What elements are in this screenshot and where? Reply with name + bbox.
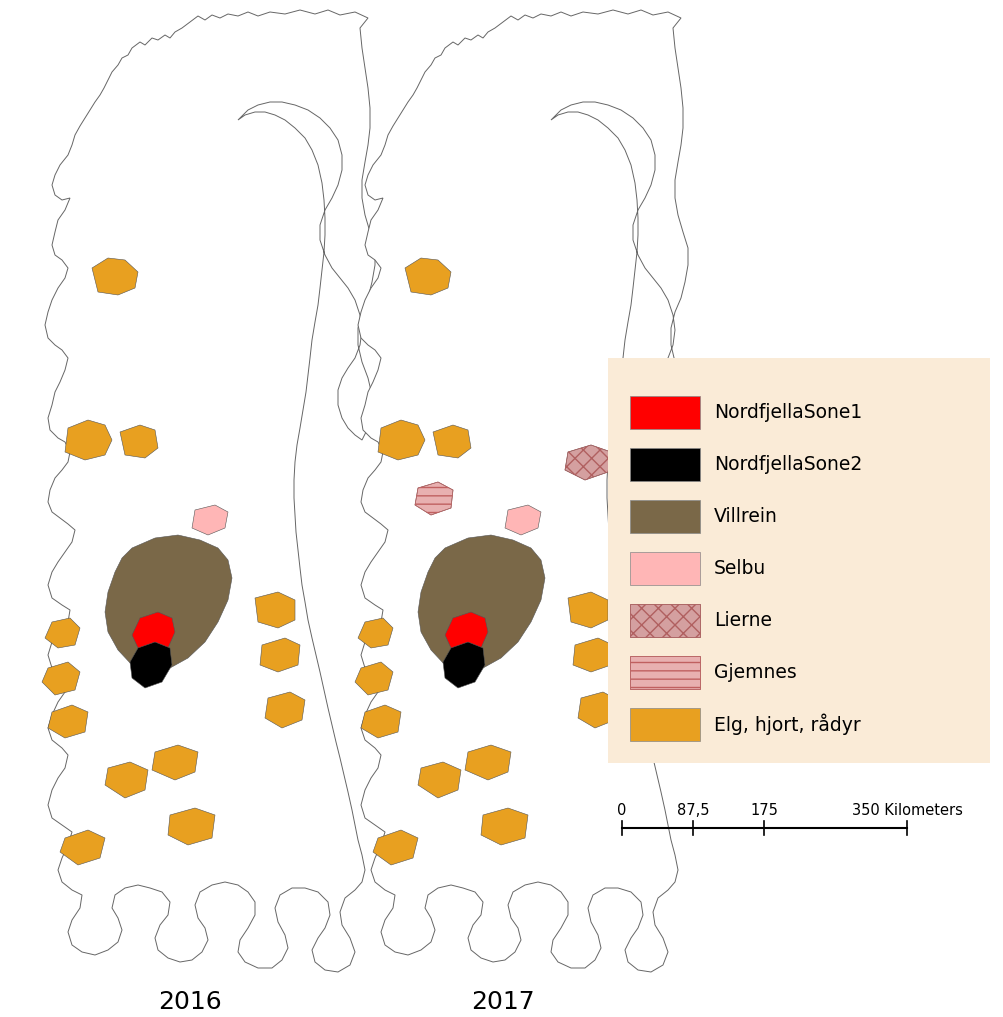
Text: Gjemnes: Gjemnes (713, 663, 796, 682)
Polygon shape (361, 705, 400, 738)
Bar (629, 396, 699, 429)
Text: NordfjellaSone1: NordfjellaSone1 (713, 403, 862, 422)
Polygon shape (565, 445, 611, 480)
Text: 87,5: 87,5 (676, 803, 709, 818)
Polygon shape (255, 592, 295, 629)
Bar (629, 604, 699, 637)
Polygon shape (578, 692, 618, 728)
Polygon shape (358, 618, 392, 648)
Text: 175: 175 (750, 803, 777, 818)
Polygon shape (377, 420, 424, 460)
Text: Villrein: Villrein (713, 507, 777, 526)
Polygon shape (417, 762, 460, 798)
Polygon shape (60, 830, 105, 865)
Bar (629, 448, 699, 481)
Polygon shape (568, 592, 608, 629)
Bar (629, 604, 699, 637)
Text: 2016: 2016 (157, 990, 222, 1014)
Text: Selbu: Selbu (713, 559, 765, 578)
Text: 0: 0 (617, 803, 626, 818)
Polygon shape (151, 745, 198, 780)
Polygon shape (192, 505, 228, 535)
FancyBboxPatch shape (608, 358, 989, 763)
Polygon shape (355, 662, 392, 695)
Polygon shape (464, 745, 511, 780)
Polygon shape (480, 807, 528, 845)
Polygon shape (105, 762, 147, 798)
Bar (629, 656, 699, 689)
Polygon shape (505, 505, 541, 535)
Polygon shape (373, 830, 417, 865)
Polygon shape (432, 425, 470, 458)
Polygon shape (131, 612, 175, 655)
Polygon shape (442, 642, 484, 687)
Polygon shape (48, 705, 88, 738)
Polygon shape (65, 420, 112, 460)
Bar (629, 656, 699, 689)
Polygon shape (444, 612, 487, 655)
Polygon shape (265, 692, 305, 728)
Text: Elg, hjort, rådyr: Elg, hjort, rådyr (713, 714, 860, 735)
Polygon shape (120, 425, 157, 458)
Polygon shape (358, 10, 687, 972)
Polygon shape (260, 638, 300, 672)
Text: 2017: 2017 (470, 990, 535, 1014)
Polygon shape (573, 638, 613, 672)
Polygon shape (45, 10, 375, 972)
Polygon shape (129, 642, 172, 687)
Polygon shape (105, 535, 232, 672)
Bar (629, 552, 699, 585)
Polygon shape (42, 662, 80, 695)
Text: NordfjellaSone2: NordfjellaSone2 (713, 455, 862, 474)
Text: 350 Kilometers: 350 Kilometers (851, 803, 962, 818)
Bar (629, 708, 699, 741)
Text: Lierne: Lierne (713, 611, 771, 630)
Polygon shape (168, 807, 215, 845)
Polygon shape (414, 482, 452, 515)
Polygon shape (45, 618, 80, 648)
Polygon shape (92, 258, 137, 295)
Polygon shape (417, 535, 545, 672)
Polygon shape (404, 258, 450, 295)
Bar (629, 500, 699, 533)
